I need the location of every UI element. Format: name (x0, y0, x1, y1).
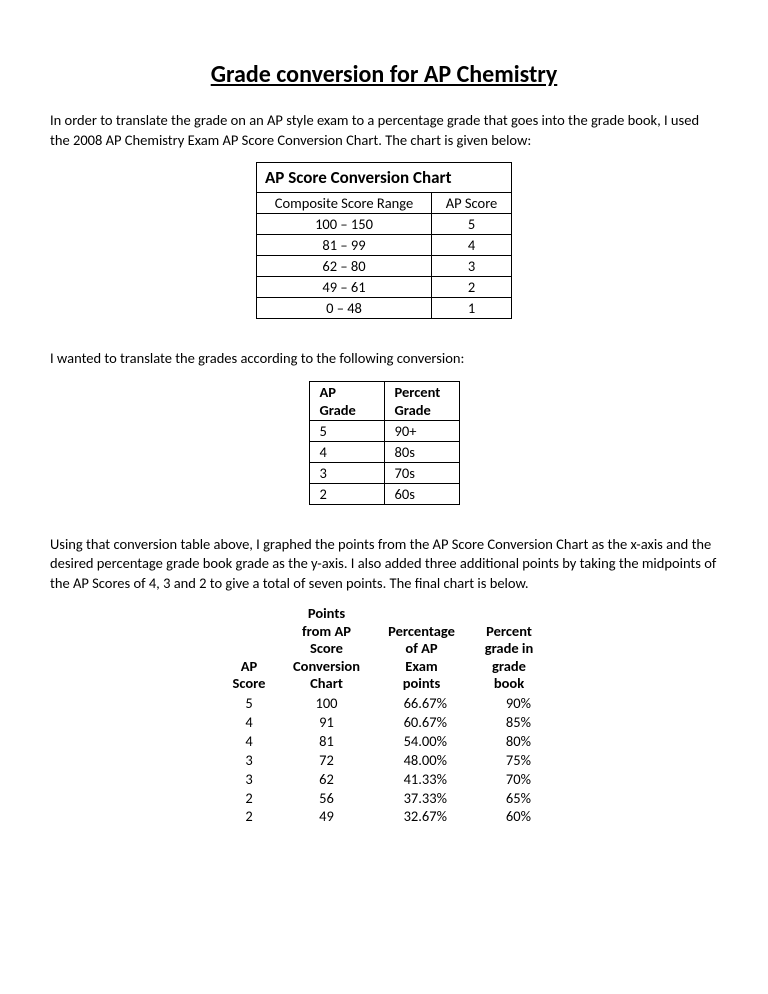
cell-score: 5 (432, 214, 512, 235)
table3-h3: Percentageof APExampoints (374, 605, 469, 694)
table3-h2: Pointsfrom APScoreConversionChart (279, 605, 374, 694)
cell-percent: 70s (384, 462, 459, 483)
cell-points: 72 (279, 751, 374, 770)
cell-ap-grade: 2 (309, 483, 384, 504)
cell-ap-grade: 5 (309, 420, 384, 441)
table1-title: AP Score Conversion Chart (257, 163, 512, 193)
cell-apscore: 2 (219, 789, 279, 808)
table-row: 49160.67%85% (219, 713, 549, 732)
cell-pct-exam: 37.33% (374, 789, 469, 808)
cell-apscore: 2 (219, 807, 279, 826)
table-row: 24932.67%60% (219, 807, 549, 826)
table-row: 37248.00%75% (219, 751, 549, 770)
table3-h4: Percentgrade ingradebook (469, 605, 549, 694)
cell-pct-book: 60% (469, 807, 549, 826)
table2-col2-text: Percent Grade (395, 383, 441, 419)
table-row: 25637.33%65% (219, 789, 549, 808)
percent-grade-table: AP Grade Percent Grade 590+ 480s 370s 26… (309, 381, 460, 505)
cell-percent: 90+ (384, 420, 459, 441)
cell-range: 49 – 61 (257, 277, 432, 298)
cell-range: 81 – 99 (257, 235, 432, 256)
cell-pct-exam: 60.67% (374, 713, 469, 732)
cell-ap-grade: 4 (309, 441, 384, 462)
cell-score: 2 (432, 277, 512, 298)
cell-apscore: 4 (219, 732, 279, 751)
cell-percent: 60s (384, 483, 459, 504)
cell-points: 100 (279, 694, 374, 713)
cell-score: 1 (432, 298, 512, 319)
table-row: 480s (309, 441, 459, 462)
table-row: 48154.00%80% (219, 732, 549, 751)
cell-score: 4 (432, 235, 512, 256)
table2-col1-header: AP Grade (309, 381, 384, 420)
table1-col2-header: AP Score (432, 193, 512, 214)
cell-range: 0 – 48 (257, 298, 432, 319)
cell-pct-book: 90% (469, 694, 549, 713)
percent-grade-table-wrap: AP Grade Percent Grade 590+ 480s 370s 26… (50, 381, 718, 505)
table-row: 62 – 803 (257, 256, 512, 277)
conversion-chart-table-wrap: AP Score Conversion Chart Composite Scor… (50, 162, 718, 319)
cell-pct-exam: 66.67% (374, 694, 469, 713)
paragraph-2: I wanted to translate the grades accordi… (50, 349, 718, 369)
cell-pct-book: 85% (469, 713, 549, 732)
cell-pct-book: 70% (469, 770, 549, 789)
table-row: 100 – 1505 (257, 214, 512, 235)
table-row: 0 – 481 (257, 298, 512, 319)
intro-paragraph: In order to translate the grade on an AP… (50, 111, 718, 150)
cell-score: 3 (432, 256, 512, 277)
table-row: 260s (309, 483, 459, 504)
cell-points: 81 (279, 732, 374, 751)
cell-percent: 80s (384, 441, 459, 462)
table-row: 81 – 994 (257, 235, 512, 256)
cell-ap-grade: 3 (309, 462, 384, 483)
cell-pct-exam: 41.33% (374, 770, 469, 789)
conversion-chart-table: AP Score Conversion Chart Composite Scor… (256, 162, 512, 319)
table2-col2-header: Percent Grade (384, 381, 459, 420)
cell-apscore: 5 (219, 694, 279, 713)
table3-h1: APScore (219, 605, 279, 694)
table-row: 590+ (309, 420, 459, 441)
table-row: 36241.33%70% (219, 770, 549, 789)
cell-pct-book: 80% (469, 732, 549, 751)
cell-pct-exam: 54.00% (374, 732, 469, 751)
cell-pct-book: 65% (469, 789, 549, 808)
cell-points: 56 (279, 789, 374, 808)
cell-apscore: 3 (219, 751, 279, 770)
table-row: 510066.67%90% (219, 694, 549, 713)
document-page: Grade conversion for AP Chemistry In ord… (0, 0, 768, 866)
page-title: Grade conversion for AP Chemistry (50, 60, 718, 89)
paragraph-3: Using that conversion table above, I gra… (50, 535, 718, 594)
cell-pct-book: 75% (469, 751, 549, 770)
cell-points: 49 (279, 807, 374, 826)
table-row: 49 – 612 (257, 277, 512, 298)
cell-pct-exam: 32.67% (374, 807, 469, 826)
cell-points: 62 (279, 770, 374, 789)
cell-points: 91 (279, 713, 374, 732)
table1-col1-header: Composite Score Range (257, 193, 432, 214)
cell-apscore: 3 (219, 770, 279, 789)
cell-apscore: 4 (219, 713, 279, 732)
cell-pct-exam: 48.00% (374, 751, 469, 770)
points-table-wrap: APScore Pointsfrom APScoreConversionChar… (50, 605, 718, 826)
cell-range: 62 – 80 (257, 256, 432, 277)
cell-range: 100 – 150 (257, 214, 432, 235)
table-row: 370s (309, 462, 459, 483)
points-table: APScore Pointsfrom APScoreConversionChar… (219, 605, 549, 826)
